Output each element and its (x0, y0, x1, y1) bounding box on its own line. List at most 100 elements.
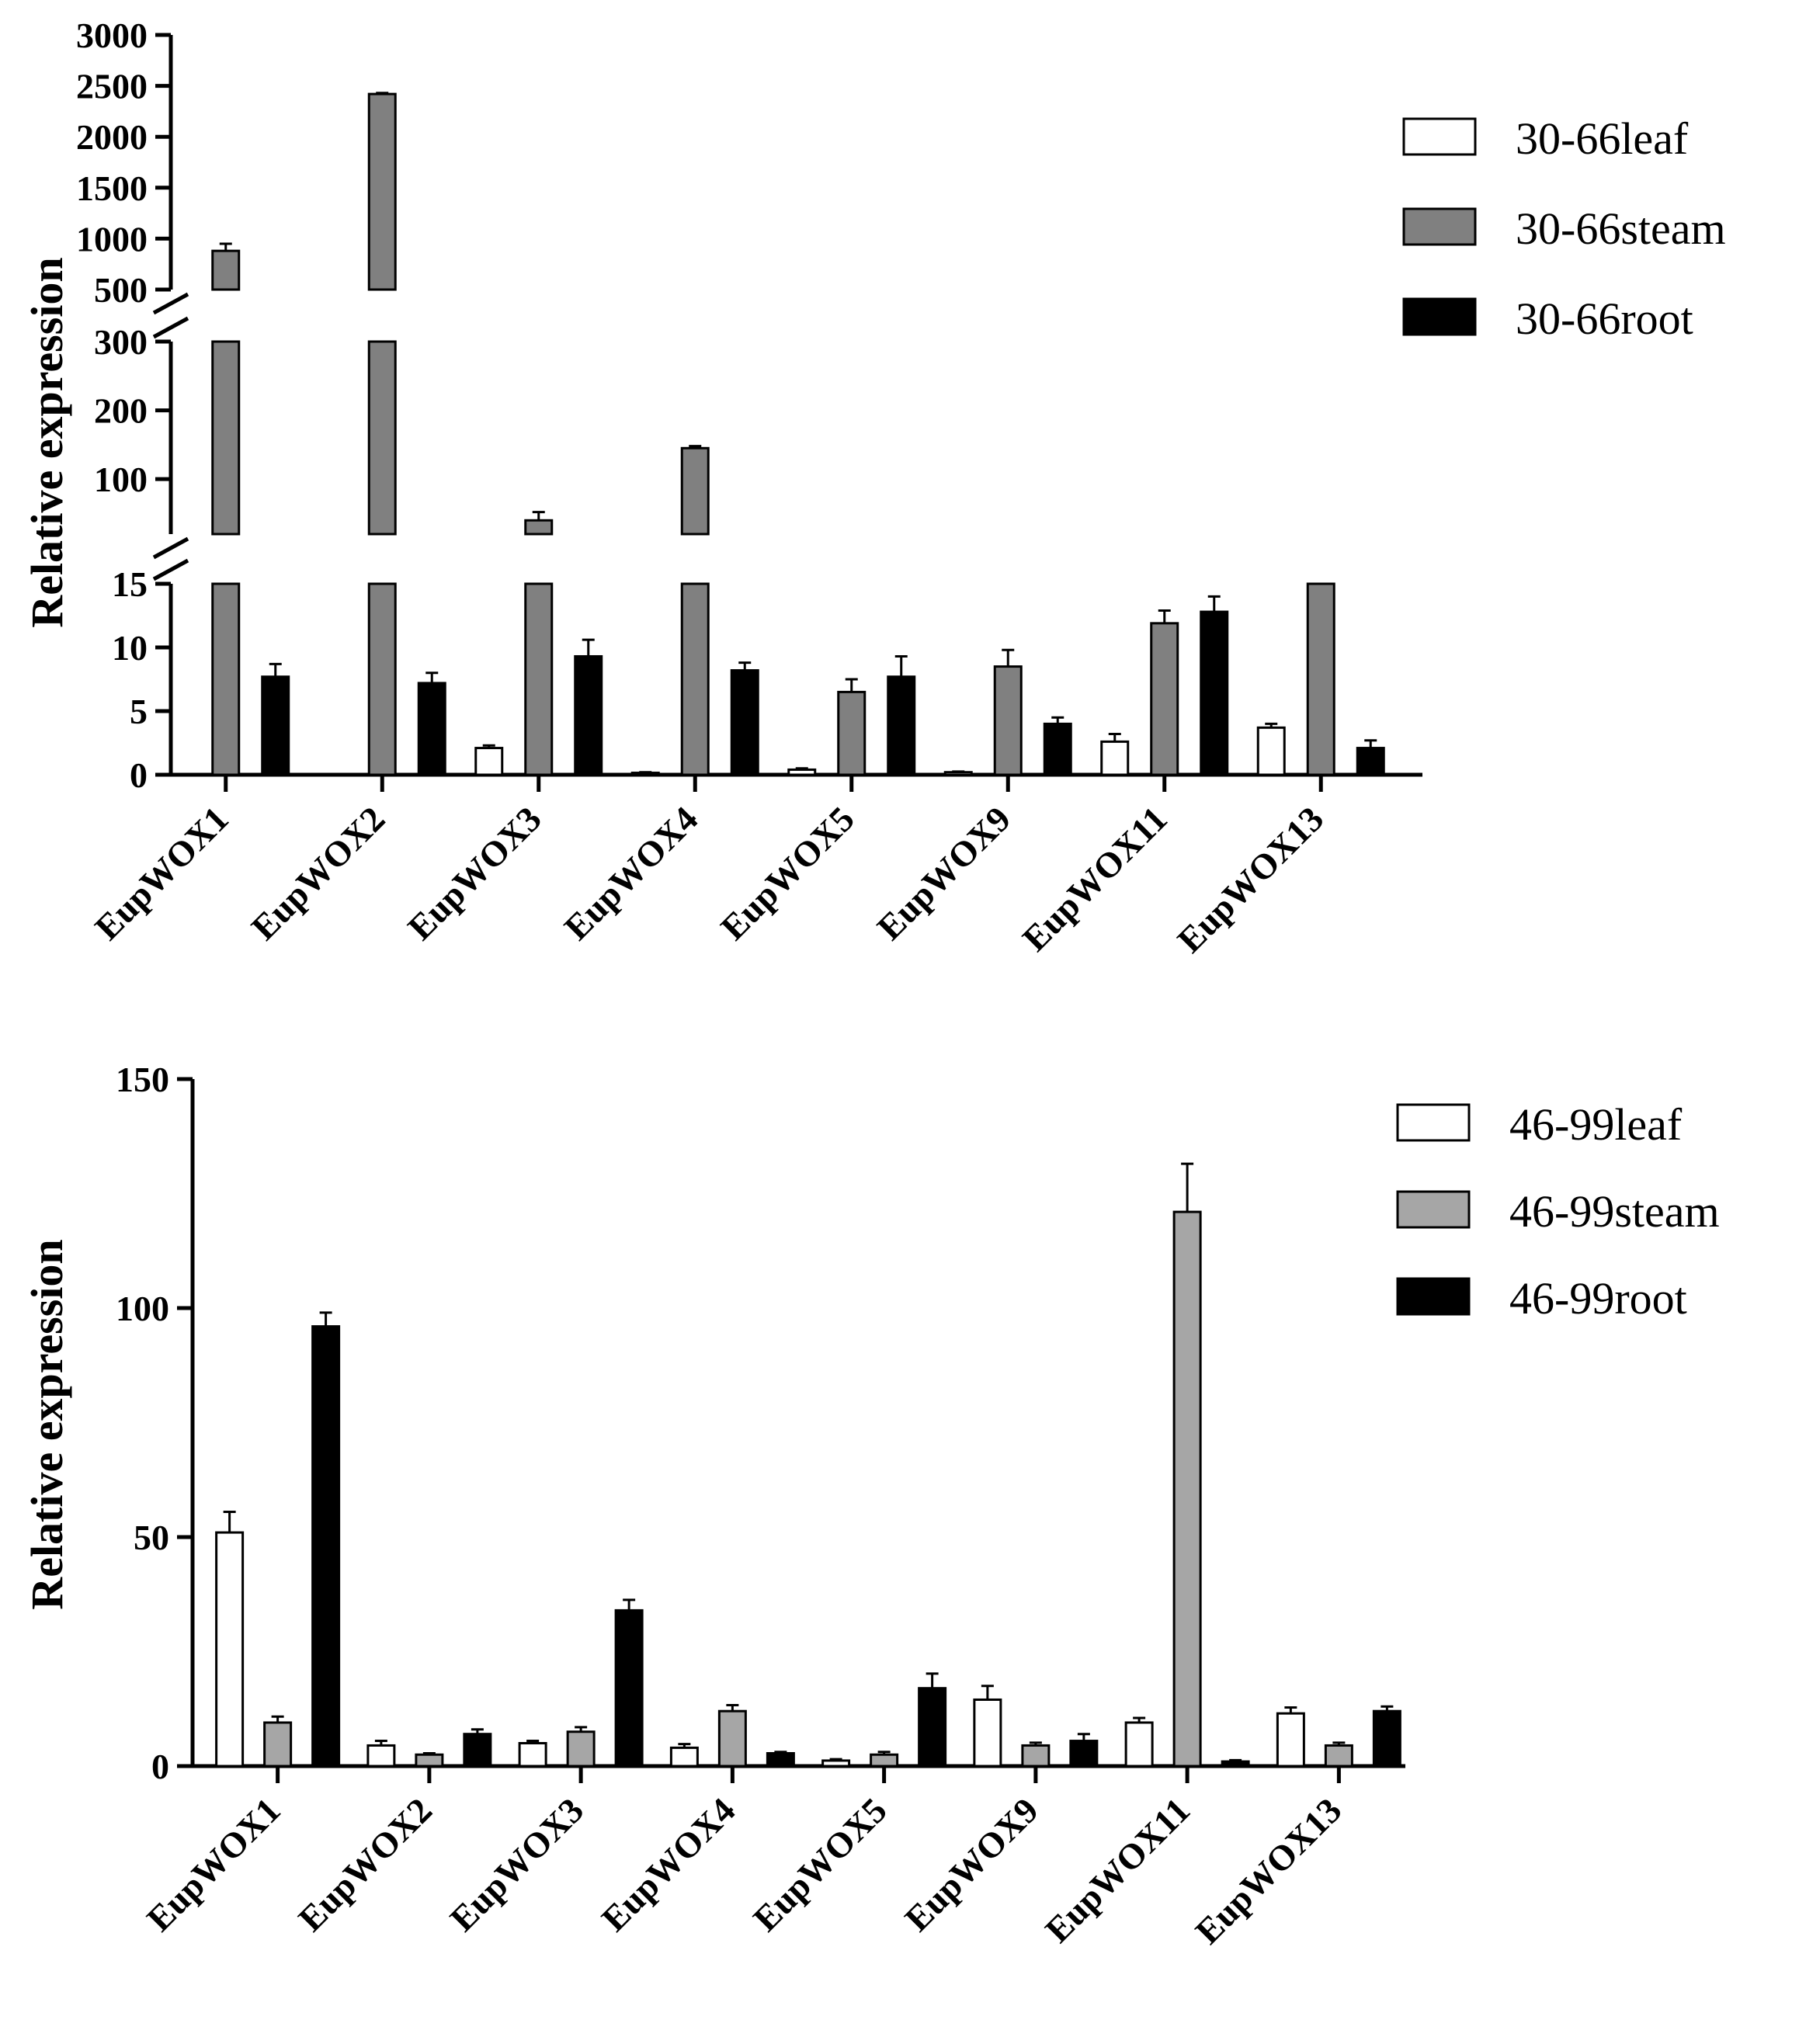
y-tick-label: 2500 (76, 67, 148, 106)
axis-break-mark (152, 558, 189, 581)
x-category-label: EupWOX4 (557, 799, 706, 948)
x-category-label: EupWOX1 (87, 799, 236, 948)
y-tick-label: 5 (130, 692, 148, 731)
y-tick-label: 2000 (76, 117, 148, 157)
x-category-label: EupWOX9 (897, 1790, 1046, 1939)
bar-30-66steam-EupWOX2 (367, 582, 397, 776)
bar-30-66steam-EupWOX2 (367, 340, 397, 536)
y-tick-label: 150 (116, 1060, 169, 1099)
bar-46-99root-EupWOX5 (918, 1687, 947, 1768)
bar-30-66steam-EupWOX1 (211, 249, 241, 291)
bar-30-66root-EupWOX11 (1200, 610, 1229, 776)
bar-30-66steam-EupWOX9 (993, 665, 1023, 776)
legend-label: 46-99steam (1509, 1186, 1720, 1237)
bar-46-99steam-EupWOX2 (415, 1753, 444, 1768)
x-category-label: EupWOX13 (1170, 799, 1332, 960)
bar-30-66leaf-EupWOX11 (1100, 740, 1130, 776)
bar-30-66root-EupWOX3 (574, 654, 603, 776)
legend-label: 46-99leaf (1509, 1099, 1683, 1150)
bar-46-99leaf-EupWOX2 (366, 1744, 396, 1768)
bar-46-99steam-EupWOX5 (870, 1753, 899, 1768)
bar-30-66steam-EupWOX5 (837, 690, 867, 776)
legend-swatch-46-99root (1396, 1277, 1471, 1316)
bar-30-66steam-EupWOX1 (211, 582, 241, 776)
bar-30-66leaf-EupWOX3 (474, 747, 504, 776)
bar-30-66steam-EupWOX3 (524, 582, 554, 776)
bar-46-99leaf-EupWOX13 (1276, 1712, 1305, 1768)
x-category-label: EupWOX5 (713, 799, 862, 948)
y-tick-label: 100 (94, 460, 148, 499)
x-category-label: EupWOX4 (594, 1790, 743, 1939)
bar-30-66steam-EupWOX1 (211, 340, 241, 536)
y-tick-label: 300 (94, 322, 148, 362)
bar-46-99leaf-EupWOX3 (518, 1742, 547, 1768)
bar-30-66root-EupWOX2 (417, 682, 446, 776)
bar-30-66root-EupWOX1 (261, 675, 290, 776)
y-tick-label: 0 (151, 1747, 169, 1786)
x-category-label: EupWOX3 (400, 799, 549, 948)
bar-30-66root-EupWOX9 (1043, 722, 1072, 776)
bar-46-99root-EupWOX2 (463, 1733, 492, 1768)
x-category-label: EupWOX2 (244, 799, 393, 948)
y-axis-title: Relative expression (22, 257, 72, 627)
legend-label: 30-66leaf (1516, 113, 1689, 164)
bar-46-99leaf-EupWOX11 (1124, 1721, 1154, 1768)
bar-46-99leaf-EupWOX5 (821, 1759, 851, 1768)
bar-46-99leaf-EupWOX4 (669, 1746, 699, 1768)
bar-30-66steam-EupWOX3 (524, 519, 554, 536)
bar-30-66root-EupWOX5 (887, 675, 916, 776)
y-tick-label: 100 (116, 1289, 169, 1328)
x-category-label: EupWOX5 (745, 1790, 894, 1939)
bar-46-99steam-EupWOX1 (263, 1721, 293, 1768)
legend-swatch-46-99leaf (1396, 1103, 1471, 1142)
bar-46-99leaf-EupWOX1 (215, 1531, 245, 1768)
bar-46-99root-EupWOX4 (766, 1751, 795, 1768)
x-category-label: EupWOX11 (1037, 1790, 1197, 1950)
legend-swatch-30-66steam (1402, 207, 1477, 246)
axis-break-mark (152, 536, 189, 560)
axis-break-mark (152, 316, 189, 339)
bar-46-99root-EupWOX9 (1069, 1740, 1099, 1768)
y-tick-label: 15 (112, 564, 148, 604)
bar-30-66steam-EupWOX2 (367, 92, 397, 291)
bar-46-99steam-EupWOX4 (717, 1709, 747, 1768)
bar-30-66steam-EupWOX11 (1150, 622, 1179, 776)
bar-46-99steam-EupWOX9 (1021, 1744, 1051, 1768)
bar-46-99steam-EupWOX11 (1172, 1210, 1202, 1768)
legend-swatch-30-66root (1402, 297, 1477, 336)
legend-swatch-30-66leaf (1402, 117, 1477, 156)
bar-30-66leaf-EupWOX13 (1256, 726, 1286, 776)
y-tick-label: 3000 (76, 16, 148, 55)
axis-break-mark (152, 292, 189, 315)
x-category-label: EupWOX1 (139, 1790, 288, 1939)
bar-30-66leaf-EupWOX5 (787, 768, 817, 776)
x-category-label: EupWOX2 (290, 1790, 439, 1939)
legend-label: 30-66root (1516, 293, 1693, 344)
legend-label: 46-99root (1509, 1273, 1687, 1324)
y-tick-label: 1500 (76, 168, 148, 208)
legend-label: 30-66steam (1516, 203, 1726, 254)
bar-30-66steam-EupWOX4 (680, 582, 710, 776)
bar-46-99root-EupWOX13 (1372, 1709, 1401, 1768)
x-category-label: EupWOX13 (1188, 1790, 1349, 1952)
y-tick-label: 0 (130, 755, 148, 795)
bar-46-99root-EupWOX11 (1221, 1760, 1250, 1768)
y-tick-label: 200 (94, 391, 148, 431)
bar-30-66root-EupWOX13 (1356, 747, 1385, 776)
legend-swatch-46-99steam (1396, 1190, 1471, 1229)
chart-30-66: Relative expression 0 5 10 15 100 200 300 500 10… (22, 16, 1726, 960)
y-tick-label: 10 (112, 628, 148, 668)
bar-30-66steam-EupWOX13 (1306, 582, 1335, 776)
bar-30-66steam-EupWOX4 (680, 446, 710, 536)
bar-30-66root-EupWOX4 (730, 669, 759, 776)
bar-46-99leaf-EupWOX9 (973, 1698, 1002, 1768)
y-tick-label: 50 (134, 1518, 169, 1557)
y-tick-label: 500 (94, 270, 148, 310)
bar-46-99steam-EupWOX13 (1324, 1744, 1353, 1768)
x-category-label: EupWOX11 (1015, 799, 1175, 959)
y-tick-label: 1000 (76, 219, 148, 259)
y-axis-title: Relative expression (22, 1239, 72, 1609)
bar-46-99steam-EupWOX3 (566, 1730, 596, 1768)
